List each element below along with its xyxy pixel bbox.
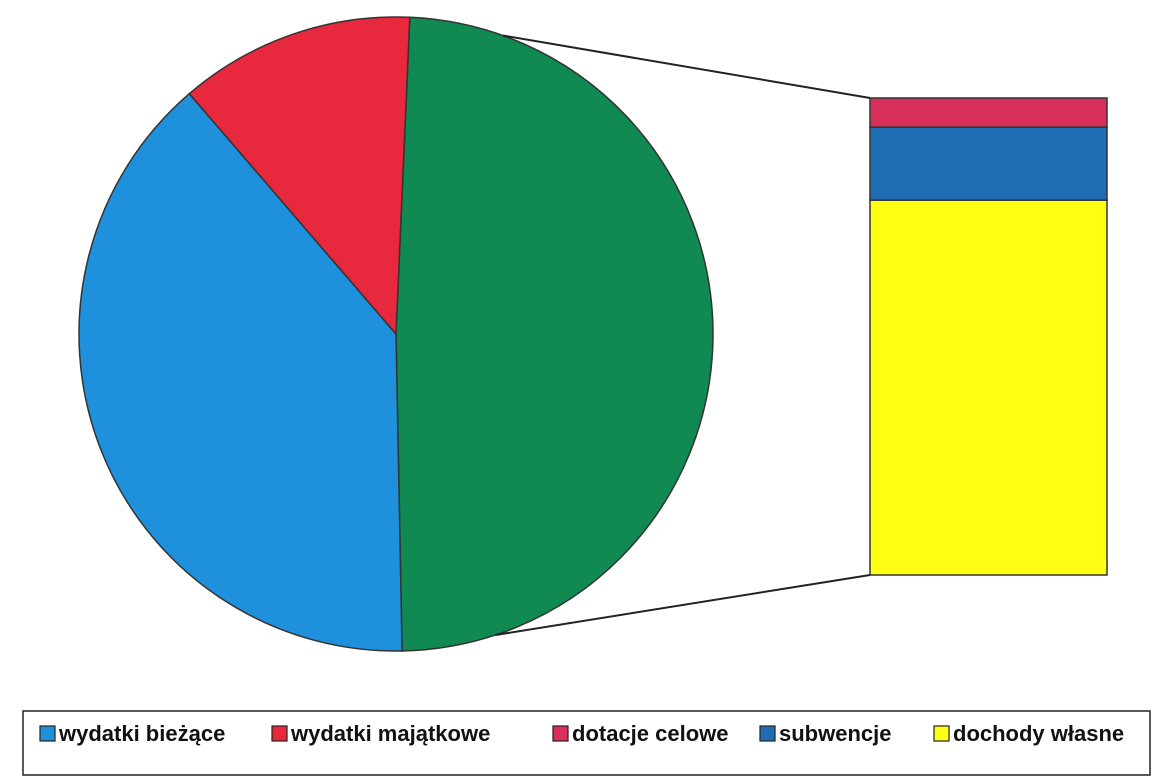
legend-swatch	[759, 725, 776, 742]
legend-swatch	[39, 725, 56, 742]
bar-segment	[869, 199, 1108, 576]
bar-segment	[869, 97, 1108, 128]
legend-swatch	[552, 725, 569, 742]
connector	[502, 34, 871, 99]
legend-label: wydatki bieżące	[58, 721, 225, 746]
legend-label: dochody własne	[953, 721, 1124, 746]
legend-swatch	[271, 725, 288, 742]
legend-box	[22, 710, 1151, 776]
pie-slice	[188, 16, 411, 336]
bar-segment	[869, 126, 1108, 201]
legend-label: wydatki majątkowe	[290, 721, 490, 746]
pie-slice	[78, 92, 403, 652]
legend-label: subwencje	[779, 721, 891, 746]
pie-slice-other	[395, 16, 714, 652]
legend-label: dotacje celowe	[572, 721, 729, 746]
connector	[495, 574, 871, 636]
legend-swatch	[933, 725, 950, 742]
